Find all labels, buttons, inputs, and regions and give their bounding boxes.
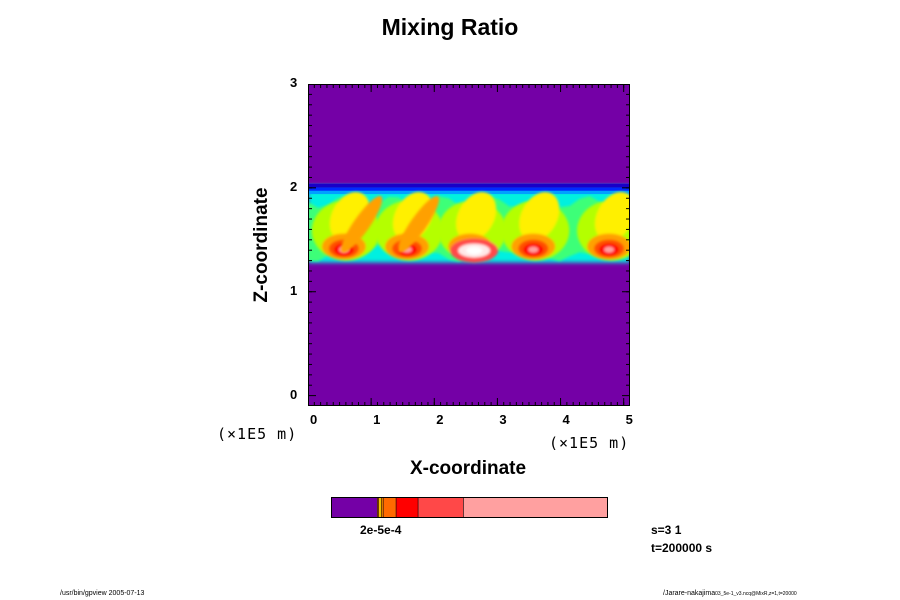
- colorbar-segment: [396, 498, 419, 517]
- footer-right-sub: 03_5e-1_v3.ncq@MixR,z=1,t=20000: [715, 591, 797, 597]
- x-tick-label: 1: [373, 412, 381, 427]
- y-tick-label: 0: [290, 386, 298, 402]
- plot-border: [308, 84, 630, 406]
- x-unit-label-right: (×1E5 m): [549, 434, 630, 452]
- heatmap-field: [308, 84, 630, 406]
- info-block: s=3 1 t=200000 s: [651, 521, 712, 557]
- colorbar-segment: [381, 498, 384, 517]
- colorbar-segment: [383, 498, 397, 517]
- x-tick-label: 4: [562, 412, 570, 427]
- x-tick-label: 0: [310, 412, 318, 427]
- footer-right: /Jarare-nakajima03_5e-1_v3.ncq@MixR,z=1,…: [663, 590, 797, 597]
- y-tick-label: 1: [290, 282, 298, 298]
- plume: [438, 192, 507, 263]
- footer-right-main: /Jarare-nakajima: [663, 590, 716, 597]
- chart-title: Mixing Ratio: [381, 14, 519, 40]
- colorbar-segment: [332, 498, 378, 517]
- x-tick-label: 5: [625, 412, 633, 427]
- x-tick-label: 3: [499, 412, 507, 427]
- x-tick-label: 2: [436, 412, 444, 427]
- streak: [397, 195, 440, 253]
- colorbar-segment: [463, 498, 607, 517]
- colorbar-segment: [377, 498, 379, 517]
- plume: [577, 192, 630, 261]
- x-unit-label: (×1E5 m): [217, 425, 298, 443]
- plume: [501, 192, 570, 261]
- plot-area: [308, 84, 630, 406]
- streak: [341, 195, 383, 253]
- colorbar: [331, 497, 608, 518]
- colorbar-label: 2e-5e-4: [360, 523, 402, 537]
- colorbar-border: [331, 497, 608, 518]
- s-label: s=3 1: [651, 523, 682, 537]
- colorbar-segment: [378, 498, 382, 517]
- y-axis-label: Z-coordinate: [251, 187, 272, 303]
- x-axis-label: X-coordinate: [409, 458, 527, 479]
- footer-left: /usr/bin/gpview 2005-07-13: [60, 590, 145, 597]
- y-tick-label: 3: [290, 75, 298, 90]
- colorbar-segment: [418, 498, 464, 517]
- t-label: t=200000 s: [651, 541, 713, 555]
- y-tick-label: 2: [290, 178, 298, 194]
